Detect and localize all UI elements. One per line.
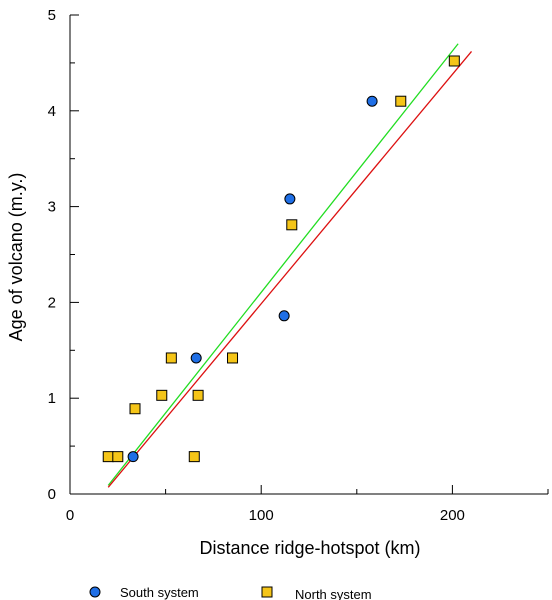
x-tick-label: 200 <box>440 507 465 524</box>
y-tick-label: 4 <box>48 103 56 120</box>
south-system-point <box>127 451 139 463</box>
north-system-point <box>448 55 460 67</box>
data-points <box>102 55 460 463</box>
north-system-point <box>286 219 298 231</box>
fit-line-green <box>107 43 459 486</box>
legend-label-north: North system <box>295 587 372 600</box>
legend-label-south: South system <box>120 585 199 600</box>
north-system-point <box>395 95 407 107</box>
south-system-point <box>190 352 202 364</box>
y-axis-title: Age of volcano (m.y.) <box>6 173 26 342</box>
legend-marker-south <box>89 586 101 598</box>
legend: South system North system <box>89 585 372 600</box>
north-system-point <box>188 451 200 463</box>
south-system-point <box>366 95 378 107</box>
fit-line-red <box>107 50 473 488</box>
x-axis-title: Distance ridge-hotspot (km) <box>199 538 420 558</box>
north-system-point <box>102 451 114 463</box>
north-system-point <box>156 389 168 401</box>
north-system-point <box>112 451 124 463</box>
x-tick-label: 100 <box>249 507 274 524</box>
y-tick-label: 2 <box>48 294 56 311</box>
y-tick-label: 3 <box>48 199 56 216</box>
north-system-point <box>227 352 239 364</box>
axes: 0 100 200 0 1 2 3 4 5 <box>48 7 549 524</box>
north-system-point <box>129 403 141 415</box>
regression-lines <box>107 43 473 488</box>
y-tick-label: 0 <box>48 486 56 503</box>
south-system-point <box>278 310 290 322</box>
north-system-point <box>192 389 204 401</box>
legend-marker-north <box>261 586 273 598</box>
south-system-point <box>284 193 296 205</box>
north-system-point <box>165 352 177 364</box>
x-tick-label: 0 <box>66 507 74 524</box>
y-tick-label: 5 <box>48 7 56 24</box>
y-tick-label: 1 <box>48 390 56 407</box>
